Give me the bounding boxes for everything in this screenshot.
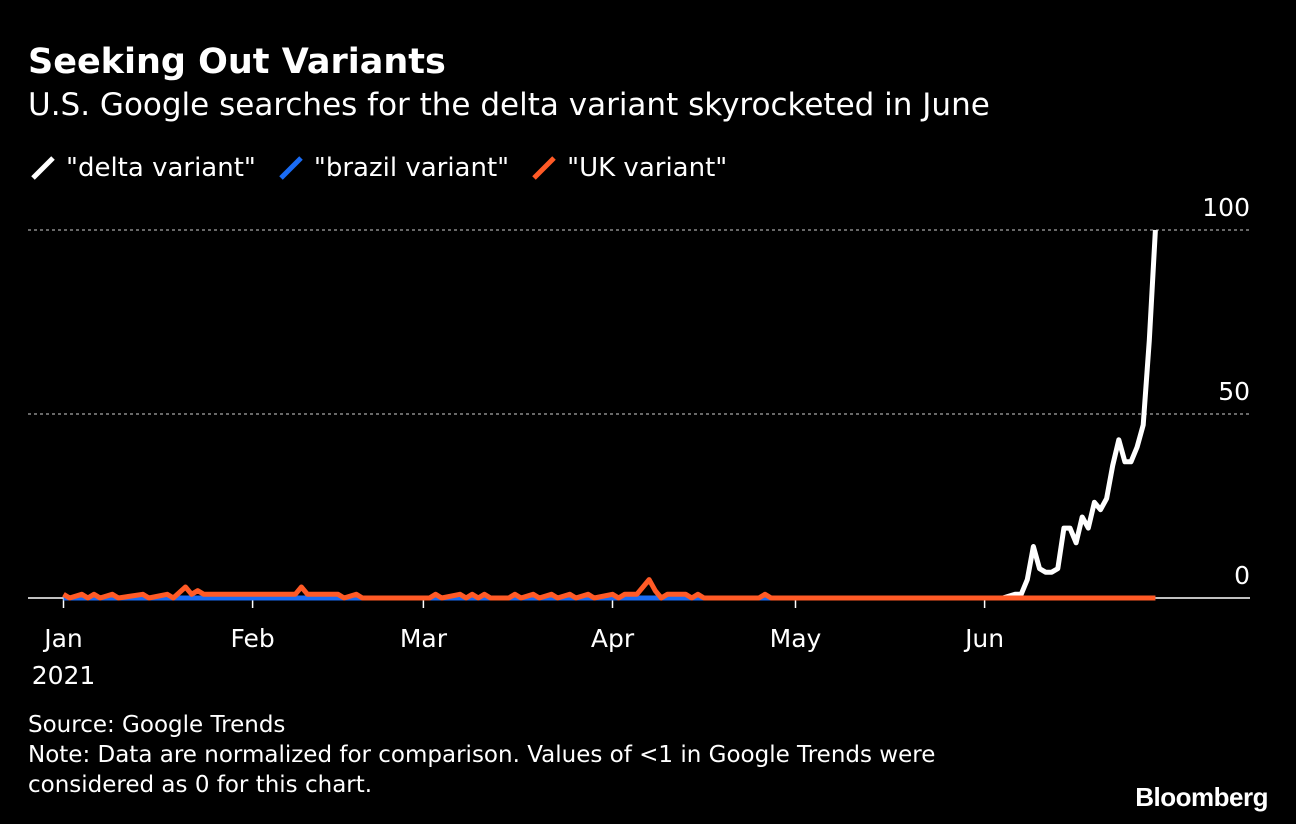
- data-note-line-1: Note: Data are normalized for comparison…: [28, 742, 936, 768]
- legend-label-delta: "delta variant": [66, 153, 256, 183]
- legend-swatch-delta-icon: [31, 156, 55, 180]
- x-tick-label-apr: Apr: [591, 624, 635, 653]
- x-tick-label-jun: Jun: [963, 624, 1004, 653]
- data-note-line-2: considered as 0 for this chart.: [28, 772, 373, 798]
- delta-variant-line: [63, 229, 1158, 601]
- legend-item-uk: "UK variant": [531, 153, 727, 183]
- x-tick-label-mar: Mar: [400, 624, 448, 653]
- chart-subtitle: U.S. Google searches for the delta varia…: [28, 87, 990, 123]
- legend-swatch-uk-icon: [532, 156, 556, 180]
- x-tick-label-jan: Jan: [42, 624, 83, 653]
- legend-item-brazil: "brazil variant": [278, 153, 509, 183]
- y-tick-label-0: 0: [1234, 561, 1250, 590]
- x-tick-sublabel-2021: 2021: [32, 661, 96, 690]
- legend-item-delta: "delta variant": [30, 153, 256, 183]
- legend-label-brazil: "brazil variant": [313, 153, 510, 183]
- y-tick-label-50: 50: [1218, 377, 1250, 406]
- uk-variant-line: [62, 577, 1156, 601]
- legend: "delta variant" "brazil variant" "UK var…: [30, 148, 727, 188]
- legend-swatch-brazil-icon: [279, 156, 303, 180]
- chart-title: Seeking Out Variants: [28, 42, 446, 82]
- source-note: Source: Google Trends: [28, 712, 286, 738]
- bloomberg-logo: Bloomberg: [1135, 782, 1268, 812]
- y-tick-label-100: 100: [1202, 193, 1250, 222]
- chart-footer: Source: Google Trends Note: Data are nor…: [28, 710, 935, 800]
- x-tick-label-may: May: [770, 624, 822, 653]
- legend-label-uk: "UK variant": [567, 153, 728, 183]
- x-tick-label-feb: Feb: [230, 624, 274, 653]
